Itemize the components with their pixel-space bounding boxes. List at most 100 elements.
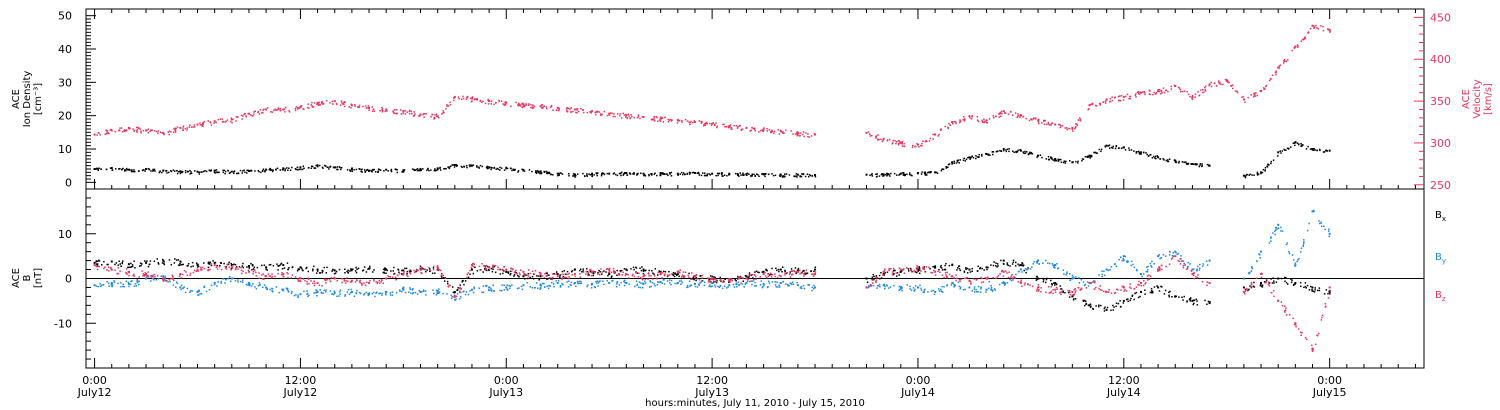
by-sample	[914, 288, 916, 291]
by-point	[196, 290, 199, 293]
velocity-sample	[371, 110, 374, 113]
bx-sample	[118, 260, 120, 263]
bz-sample	[302, 278, 305, 280]
density-sample	[667, 174, 669, 177]
by-sample	[924, 288, 926, 291]
by-sample	[306, 292, 309, 295]
velocity-sample	[504, 101, 506, 103]
velocity-sample	[277, 107, 280, 109]
bx-sample	[132, 265, 134, 268]
by-sample	[286, 288, 289, 291]
velocity-sample	[105, 129, 107, 131]
bx-sample	[228, 261, 230, 264]
bz-sample	[1293, 323, 1296, 326]
by-sample	[526, 282, 528, 284]
velocity-sample	[392, 112, 395, 114]
bx-sample	[1007, 264, 1009, 267]
velocity-sample	[404, 113, 407, 115]
velocity-sample	[971, 116, 973, 118]
by-sample	[644, 282, 647, 284]
velocity-sample	[1138, 93, 1141, 96]
density-sample	[1075, 160, 1077, 163]
density-sample	[757, 173, 759, 176]
velocity-sample	[570, 107, 573, 109]
velocity-sample	[1075, 123, 1078, 125]
bz-sample	[767, 273, 769, 275]
velocity-sample	[586, 111, 589, 114]
bz-sample	[741, 276, 744, 279]
bz-sample	[1142, 284, 1145, 287]
bx-sample	[945, 262, 947, 265]
by-sample	[1168, 250, 1171, 253]
density-sample	[633, 173, 635, 175]
velocity-sample	[671, 119, 673, 121]
density-sample	[379, 169, 382, 171]
bx-sample	[1110, 309, 1112, 312]
velocity-sample	[1283, 58, 1286, 61]
density-sample	[318, 164, 321, 167]
bx-point	[385, 268, 388, 271]
velocity-sample	[274, 108, 276, 111]
velocity-sample	[1047, 123, 1050, 125]
bx-sample	[1285, 281, 1288, 284]
density-sample	[1155, 157, 1157, 160]
density-sample	[942, 168, 945, 171]
by-sample	[374, 295, 376, 298]
velocity-sample	[394, 109, 396, 111]
bz-sample	[682, 271, 685, 273]
bx-sample	[474, 266, 476, 269]
bz-sample	[933, 269, 935, 272]
bx-sample	[246, 266, 248, 268]
bx-sample	[607, 274, 609, 277]
velocity-sample	[1074, 127, 1076, 130]
velocity-sample	[750, 129, 752, 132]
bx-sample	[186, 265, 189, 267]
velocity-sample	[1122, 99, 1125, 101]
by-sample	[1130, 264, 1132, 267]
by-sample	[1276, 228, 1278, 230]
bx-sample	[1018, 264, 1021, 266]
velocity-point	[693, 121, 696, 124]
density-sample	[166, 172, 168, 174]
velocity-sample	[1009, 111, 1012, 113]
bz-sample	[946, 275, 948, 278]
bz-sample	[143, 273, 146, 276]
density-sample	[651, 172, 653, 175]
density-sample	[957, 159, 960, 161]
bz-sample	[437, 267, 439, 270]
by-sample	[973, 291, 976, 293]
by-sample	[914, 285, 917, 287]
density-sample	[1244, 175, 1246, 177]
velocity-sample	[424, 113, 426, 115]
density-sample	[152, 170, 154, 172]
bz-sample	[354, 281, 357, 283]
bz-sample	[271, 273, 273, 275]
velocity-sample	[1215, 85, 1218, 87]
density-sample	[659, 174, 661, 177]
bz-sample	[922, 266, 924, 269]
bz-sample	[795, 271, 798, 273]
density-sample	[443, 168, 445, 170]
velocity-sample	[490, 100, 493, 103]
bz-sample	[707, 281, 710, 283]
velocity-sample	[1035, 117, 1037, 119]
velocity-sample	[716, 125, 719, 127]
density-sample	[336, 166, 339, 168]
velocity-sample	[288, 111, 291, 113]
velocity-sample	[254, 110, 257, 112]
density-sample	[133, 170, 135, 173]
bx-sample	[531, 275, 534, 278]
bz-sample	[541, 275, 544, 277]
density-sample	[659, 173, 662, 176]
bx-sample	[1046, 277, 1048, 280]
density-sample	[545, 170, 547, 173]
density-sample	[118, 168, 121, 170]
bx-sample	[658, 270, 660, 272]
velocity-sample	[880, 138, 882, 141]
bx-sample	[127, 266, 129, 269]
by-sample	[623, 279, 626, 282]
bz-sample	[189, 272, 192, 275]
by-sample	[641, 286, 644, 289]
bx-sample	[502, 272, 504, 275]
velocity-sample	[241, 118, 243, 120]
